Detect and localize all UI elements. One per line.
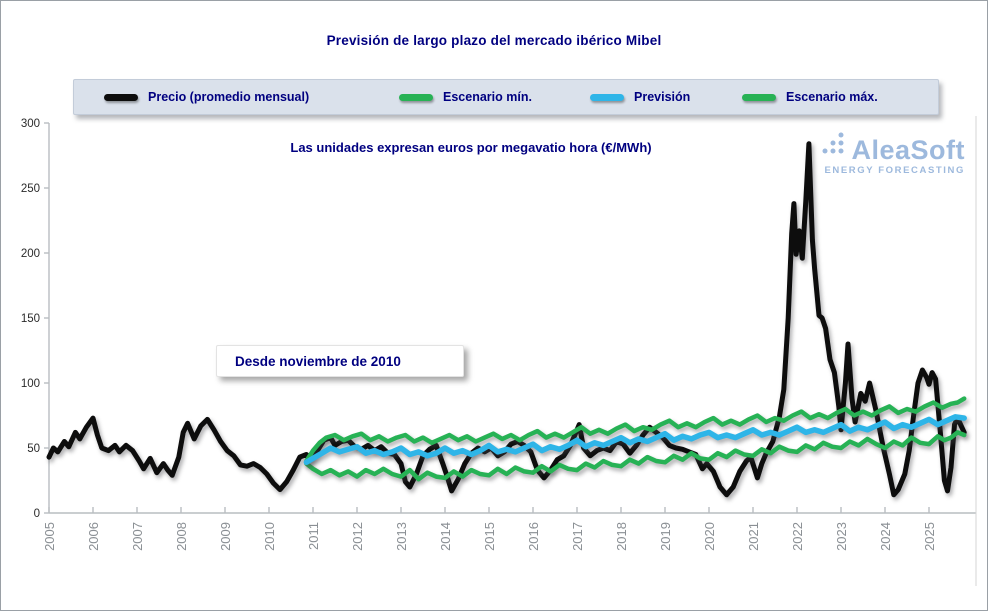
x-tick-label: 2018 xyxy=(614,522,629,551)
x-tick-label: 2016 xyxy=(526,522,541,551)
x-tick-label: 2017 xyxy=(570,522,585,551)
y-tick-label: 100 xyxy=(21,378,40,390)
logo-name: AleaSoft xyxy=(851,135,965,165)
x-tick-label: 2019 xyxy=(658,522,673,551)
x-tick-label: 2013 xyxy=(394,522,409,551)
max-scenario-marker xyxy=(742,93,776,101)
y-tick-label: 300 xyxy=(21,118,40,130)
logo-tagline: ENERGY FORECASTING xyxy=(824,165,965,176)
aleasoft-dots-icon xyxy=(821,129,847,160)
legend: Precio (promedio mensual) Escenario mín.… xyxy=(73,79,939,115)
y-axis: 0 50 100 150 200 250 300 xyxy=(21,118,49,520)
chart-title: Previsión de largo plazo del mercado ibé… xyxy=(326,33,662,48)
series-escenario-min xyxy=(304,430,967,482)
x-tick-label: 2010 xyxy=(262,522,277,551)
y-tick-label: 50 xyxy=(27,443,40,455)
x-axis: 2005 2006 2007 2008 2009 2010 2011 2012 2013 2014… xyxy=(42,507,937,551)
annotation-desde-noviembre: Desde noviembre de 2010 xyxy=(216,345,464,377)
legend-item-prevision: Previsión xyxy=(590,80,690,114)
x-tick-label: 2024 xyxy=(878,522,893,551)
forecast-marker xyxy=(590,93,624,101)
axes xyxy=(48,116,977,586)
x-tick-label: 2023 xyxy=(834,522,849,551)
x-tick-label: 2011 xyxy=(306,522,321,550)
legend-label: Previsión xyxy=(634,90,691,104)
x-tick-label: 2025 xyxy=(922,522,937,551)
series-prevision xyxy=(303,414,967,466)
x-tick-label: 2022 xyxy=(790,522,805,551)
x-tick-label: 2005 xyxy=(42,522,57,551)
chart-subtitle: Las unidades expresan euros por megavati… xyxy=(290,140,652,155)
y-tick-label: 200 xyxy=(21,248,40,260)
series-escenario-max xyxy=(304,396,967,464)
price-line-marker xyxy=(104,93,138,101)
x-tick-label: 2008 xyxy=(174,522,189,551)
y-tick-label: 250 xyxy=(21,183,40,195)
x-tick-label: 2014 xyxy=(438,522,453,551)
min-scenario-marker xyxy=(399,93,433,101)
x-tick-label: 2007 xyxy=(130,522,145,551)
x-tick-label: 2020 xyxy=(702,522,717,551)
legend-label: Escenario máx. xyxy=(786,90,878,104)
legend-item-escenario-max: Escenario máx. xyxy=(742,80,878,114)
aleasoft-logo: AleaSoft ENERGY FORECASTING xyxy=(755,129,965,176)
x-tick-label: 2012 xyxy=(350,522,365,551)
legend-item-escenario-min: Escenario mín. xyxy=(399,80,532,114)
legend-label: Precio (promedio mensual) xyxy=(148,90,310,104)
x-tick-label: 2006 xyxy=(86,522,101,551)
y-tick-label: 0 xyxy=(34,508,40,520)
legend-item-precio: Precio (promedio mensual) xyxy=(104,80,309,114)
y-tick-label: 150 xyxy=(21,313,40,325)
series-precio-promedio-mensual xyxy=(46,141,967,498)
x-tick-label: 2009 xyxy=(218,522,233,551)
x-tick-label: 2021 xyxy=(746,522,761,551)
x-tick-label: 2015 xyxy=(482,522,497,551)
legend-label: Escenario mín. xyxy=(443,90,532,104)
